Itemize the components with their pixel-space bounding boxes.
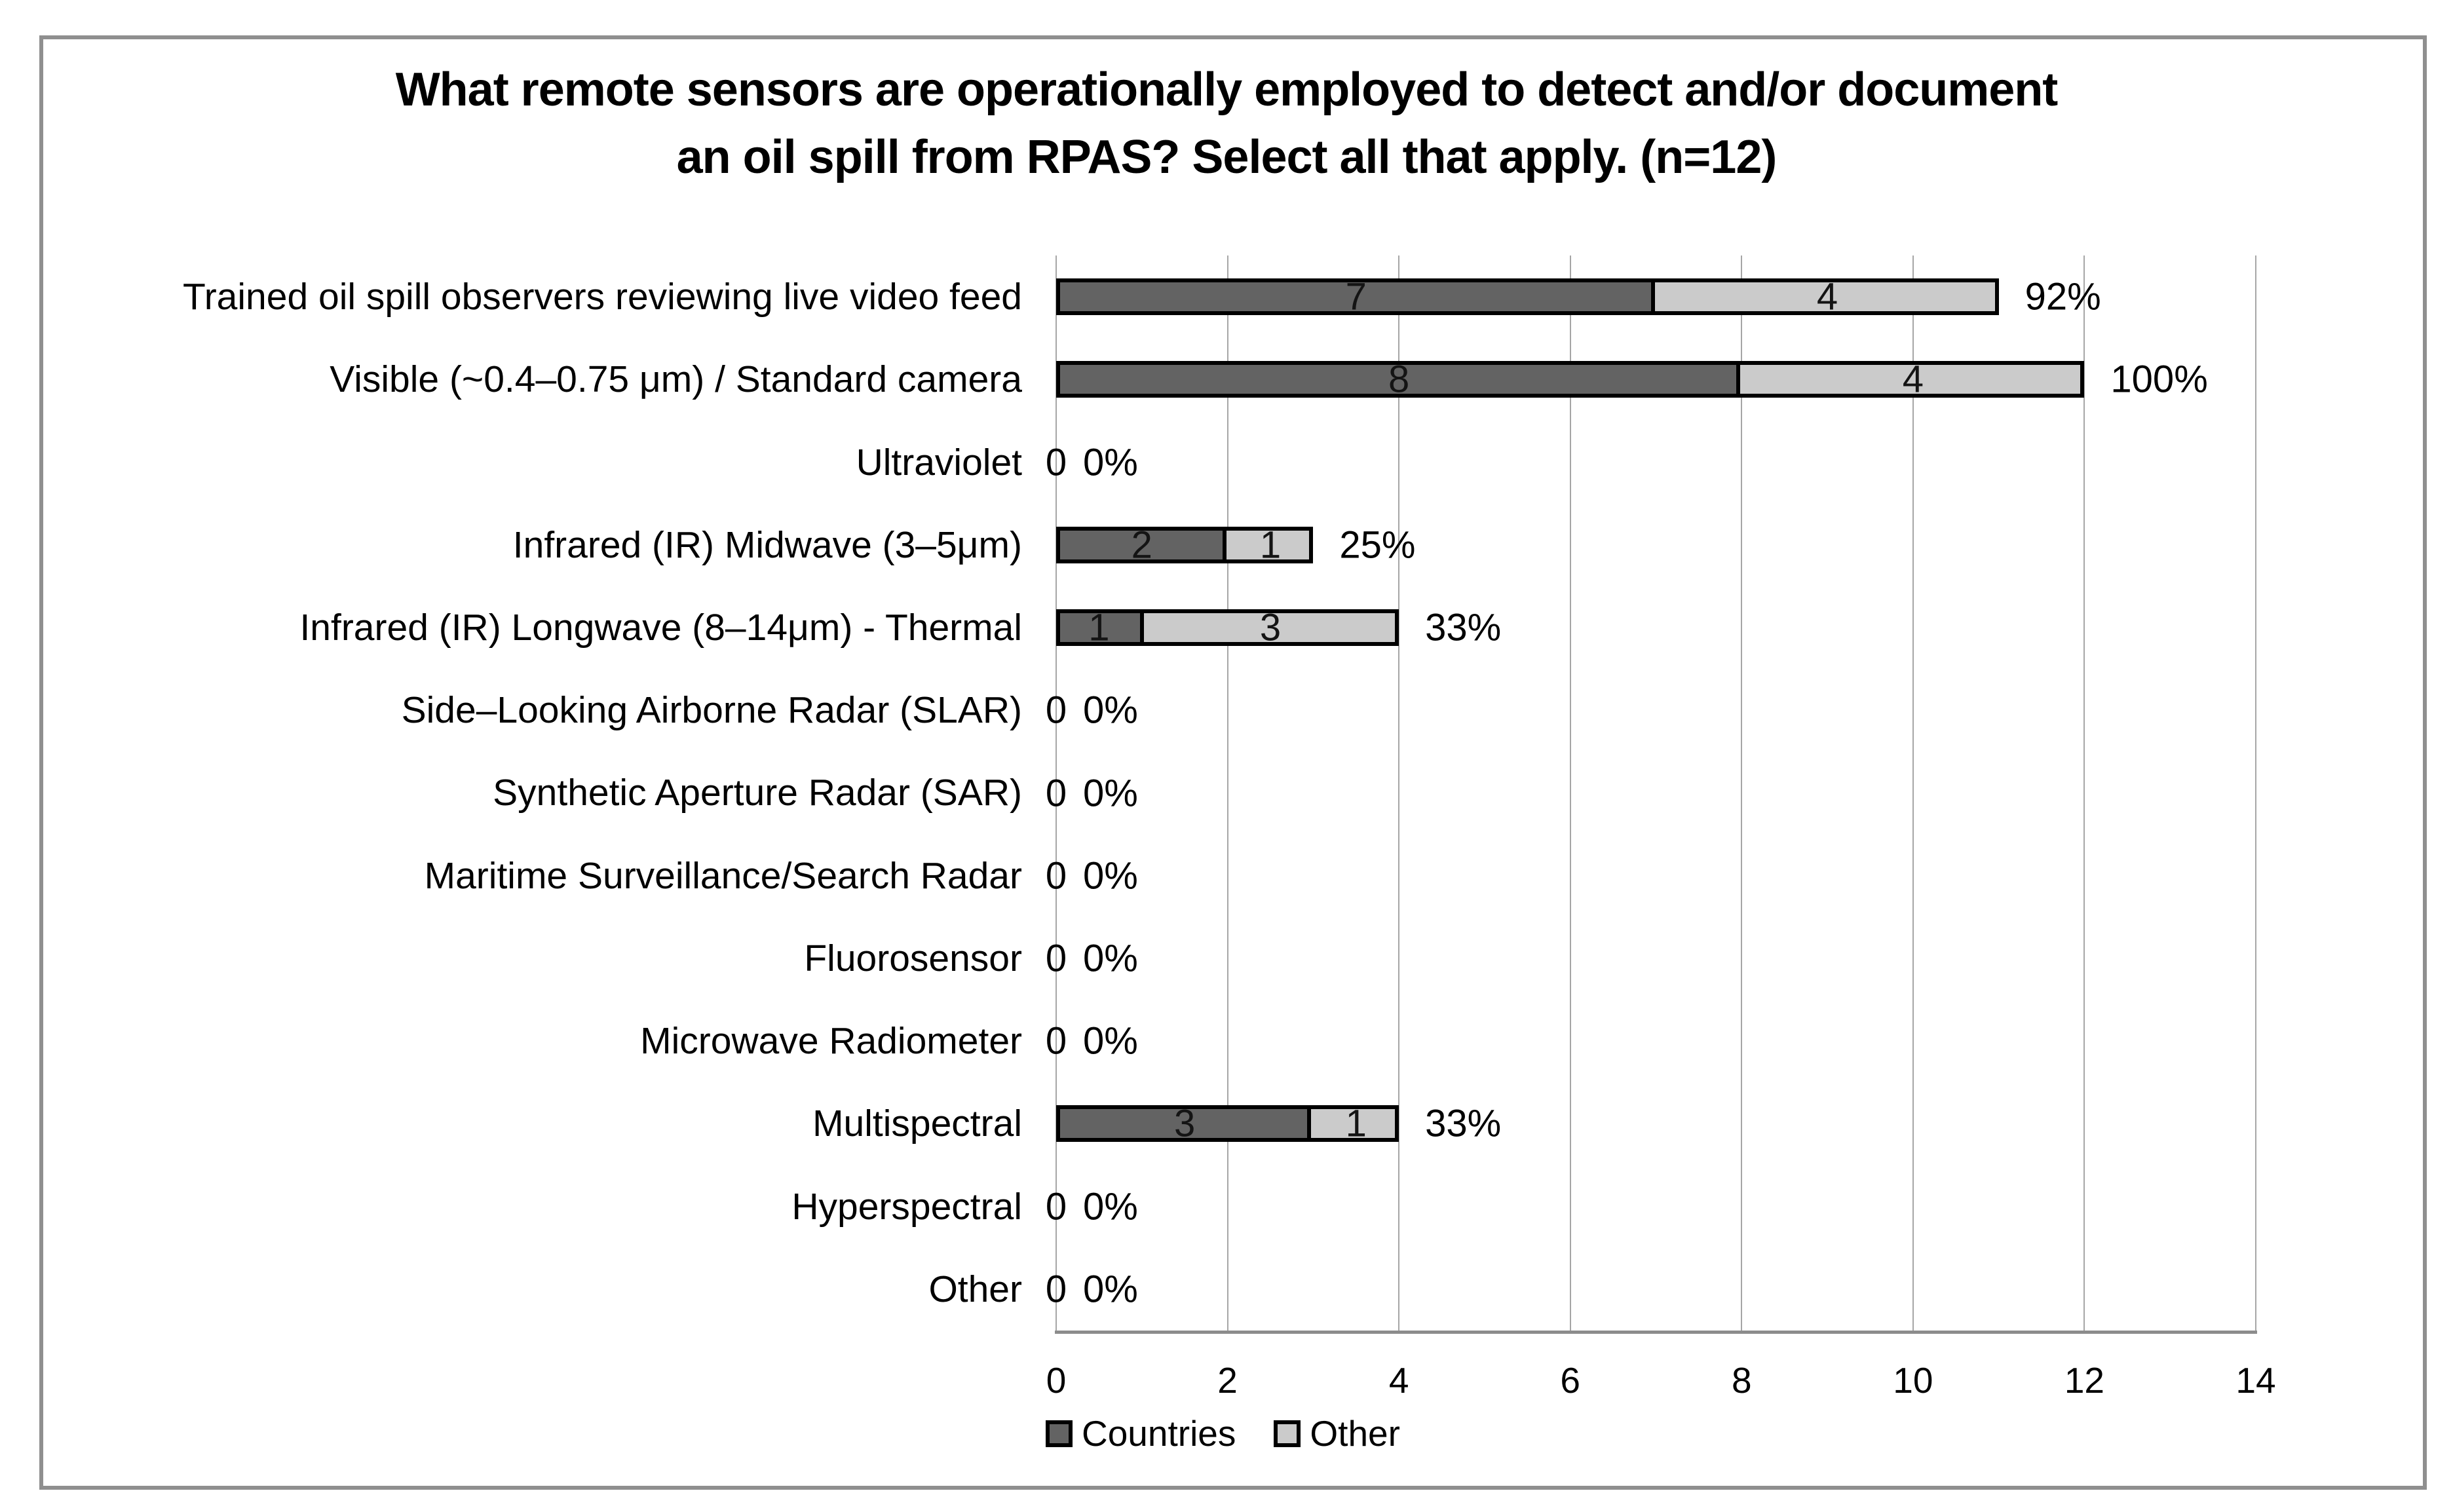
zero-value-label: 0 [1045,854,1067,898]
legend-item-countries: Countries [1046,1412,1236,1454]
percent-label: 33% [1425,1102,1502,1145]
percent-label: 25% [1339,523,1416,567]
segment-value-label: 1 [1088,606,1110,649]
category-label: Ultraviolet [856,441,1022,483]
x-tick-label: 6 [1560,1360,1580,1401]
bar-segment-countries [1060,1109,1312,1139]
gridline [2255,255,2256,1331]
category-label: Other [928,1268,1022,1310]
zero-value-label: 0 [1045,1268,1067,1311]
zero-value-label: 0 [1045,1185,1067,1228]
x-tick-label: 8 [1731,1360,1752,1401]
percent-label: 0% [1083,689,1138,732]
x-tick-label: 10 [1893,1360,1933,1401]
segment-value-label: 3 [1174,1102,1196,1145]
gridline [1569,255,1571,1331]
gridline [1226,255,1228,1331]
percent-label: 92% [2025,275,2101,318]
zero-value-label: 0 [1045,441,1067,484]
zero-value-label: 0 [1045,937,1067,980]
segment-value-label: 3 [1259,606,1282,649]
x-tick-label: 4 [1388,1360,1409,1401]
segment-value-label: 7 [1345,275,1367,318]
category-label: Side–Looking Airborne Radar (SLAR) [401,689,1022,732]
category-label: Maritime Surveillance/Search Radar [424,854,1022,897]
plot-area: 0 2 4 6 8 10 12 14 Trained oil spill observers r… [183,255,2276,1401]
chart-title: What remote sensors are operationally em… [395,64,2059,183]
segment-value-label: 1 [1345,1102,1367,1145]
legend-swatch-countries [1046,1420,1073,1447]
zero-value-label: 0 [1045,772,1067,814]
percent-label: 0% [1083,772,1138,814]
percent-label: 0% [1083,1019,1138,1063]
category-label: Fluorosensor [804,937,1022,979]
x-axis-line [1055,1331,2257,1334]
percent-label: 33% [1425,606,1502,649]
legend-label-countries: Countries [1082,1413,1236,1454]
x-tick-label: 12 [2064,1360,2105,1401]
segment-value-label: 2 [1131,523,1152,567]
chart-frame [39,35,2427,1490]
legend-label-other: Other [1310,1413,1400,1454]
category-label: Trained oil spill observers reviewing li… [183,276,1022,318]
segment-value-label: 4 [1902,358,1924,401]
bar [1056,526,1314,563]
category-label: Synthetic Aperture Radar (SAR) [493,772,1022,814]
legend-item-other: Other [1274,1412,1400,1454]
category-label: Infrared (IR) Longwave (8–14μm) - Therma… [299,607,1022,649]
x-tick-label: 0 [1046,1360,1067,1401]
bar [1056,609,1399,647]
percent-label: 0% [1083,1185,1138,1228]
percent-label: 100% [2110,358,2208,401]
zero-value-label: 0 [1045,1019,1067,1063]
bar [1056,1105,1399,1143]
gridline [1912,255,1914,1331]
bar-segment-countries [1060,613,1144,643]
percent-label: 0% [1083,854,1138,898]
gridline [2083,255,2085,1331]
bar [1056,278,1999,316]
x-tick-label: 2 [1217,1360,1238,1401]
bar-segment-countries [1060,530,1226,559]
segment-value-label: 1 [1259,523,1282,567]
bar-segment-countries [1060,365,1741,394]
x-tick-label: 14 [2235,1360,2276,1401]
percent-label: 0% [1083,937,1138,980]
category-label: Infrared (IR) Midwave (3–5μm) [512,523,1022,566]
gridline [1398,255,1400,1331]
segment-value-label: 4 [1816,275,1838,318]
gridline [1741,255,1743,1331]
percent-label: 0% [1083,1268,1138,1311]
legend-swatch-other [1274,1420,1301,1447]
gridline [1055,255,1057,1331]
category-label: Visible (~0.4–0.75 μm) / Standard camera [330,358,1022,401]
percent-label: 0% [1083,441,1138,484]
bar-segment-countries [1060,282,1655,312]
bar [1056,361,2085,398]
legend: Countries Other [1046,1412,1400,1454]
category-label: Multispectral [812,1103,1022,1145]
zero-value-label: 0 [1045,689,1067,732]
segment-value-label: 8 [1388,358,1410,401]
category-label: Hyperspectral [791,1185,1022,1228]
category-label: Microwave Radiometer [640,1020,1022,1063]
